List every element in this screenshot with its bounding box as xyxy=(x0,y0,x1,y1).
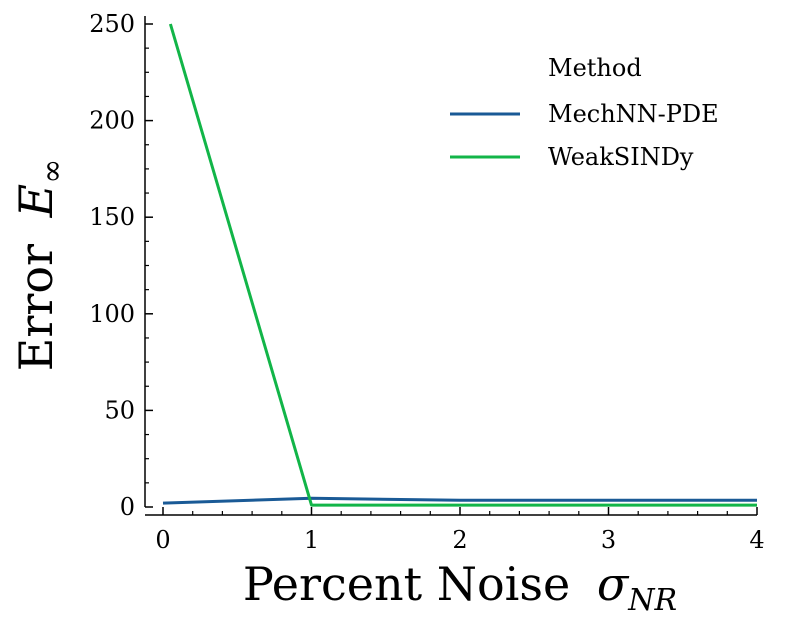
y-tick-label: 50 xyxy=(104,396,135,424)
legend-title: Method xyxy=(548,54,642,82)
series-line-weaksindy xyxy=(168,23,757,507)
y-tick-label: 200 xyxy=(89,107,135,135)
y-tick-label: 250 xyxy=(89,10,135,38)
x-tick-label: 3 xyxy=(601,526,616,554)
series-line-mechnn-pde xyxy=(162,496,757,505)
y-axis-label: Error E∞ xyxy=(9,159,70,371)
legend-label-mechnn-pde: MechNN-PDE xyxy=(548,100,719,128)
y-tick-label: 150 xyxy=(89,203,135,231)
x-tick-label: 0 xyxy=(155,526,170,554)
x-tick-label: 4 xyxy=(749,526,764,554)
y-tick-label: 100 xyxy=(89,300,135,328)
x-tick-label: 2 xyxy=(452,526,467,554)
axes: 0 50 100 150 200 250 0 1 2 3 4 xyxy=(89,10,764,554)
series-lines xyxy=(162,23,757,507)
y-tick-label: 0 xyxy=(120,493,135,521)
x-axis-label: Percent Noise σNR xyxy=(243,557,677,618)
legend: Method MechNN-PDE WeakSINDy xyxy=(450,54,719,171)
x-tick-label: 1 xyxy=(304,526,319,554)
legend-label-weaksindy: WeakSINDy xyxy=(548,143,694,171)
